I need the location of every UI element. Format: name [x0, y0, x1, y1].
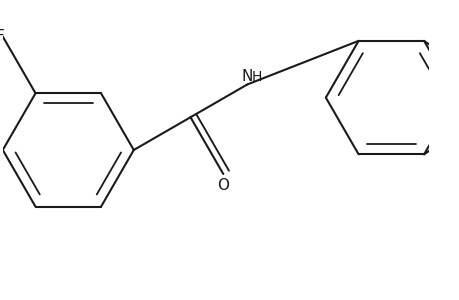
Text: H: H	[252, 70, 262, 84]
Text: O: O	[217, 178, 229, 193]
Text: N: N	[241, 69, 252, 84]
Text: F: F	[0, 29, 4, 44]
